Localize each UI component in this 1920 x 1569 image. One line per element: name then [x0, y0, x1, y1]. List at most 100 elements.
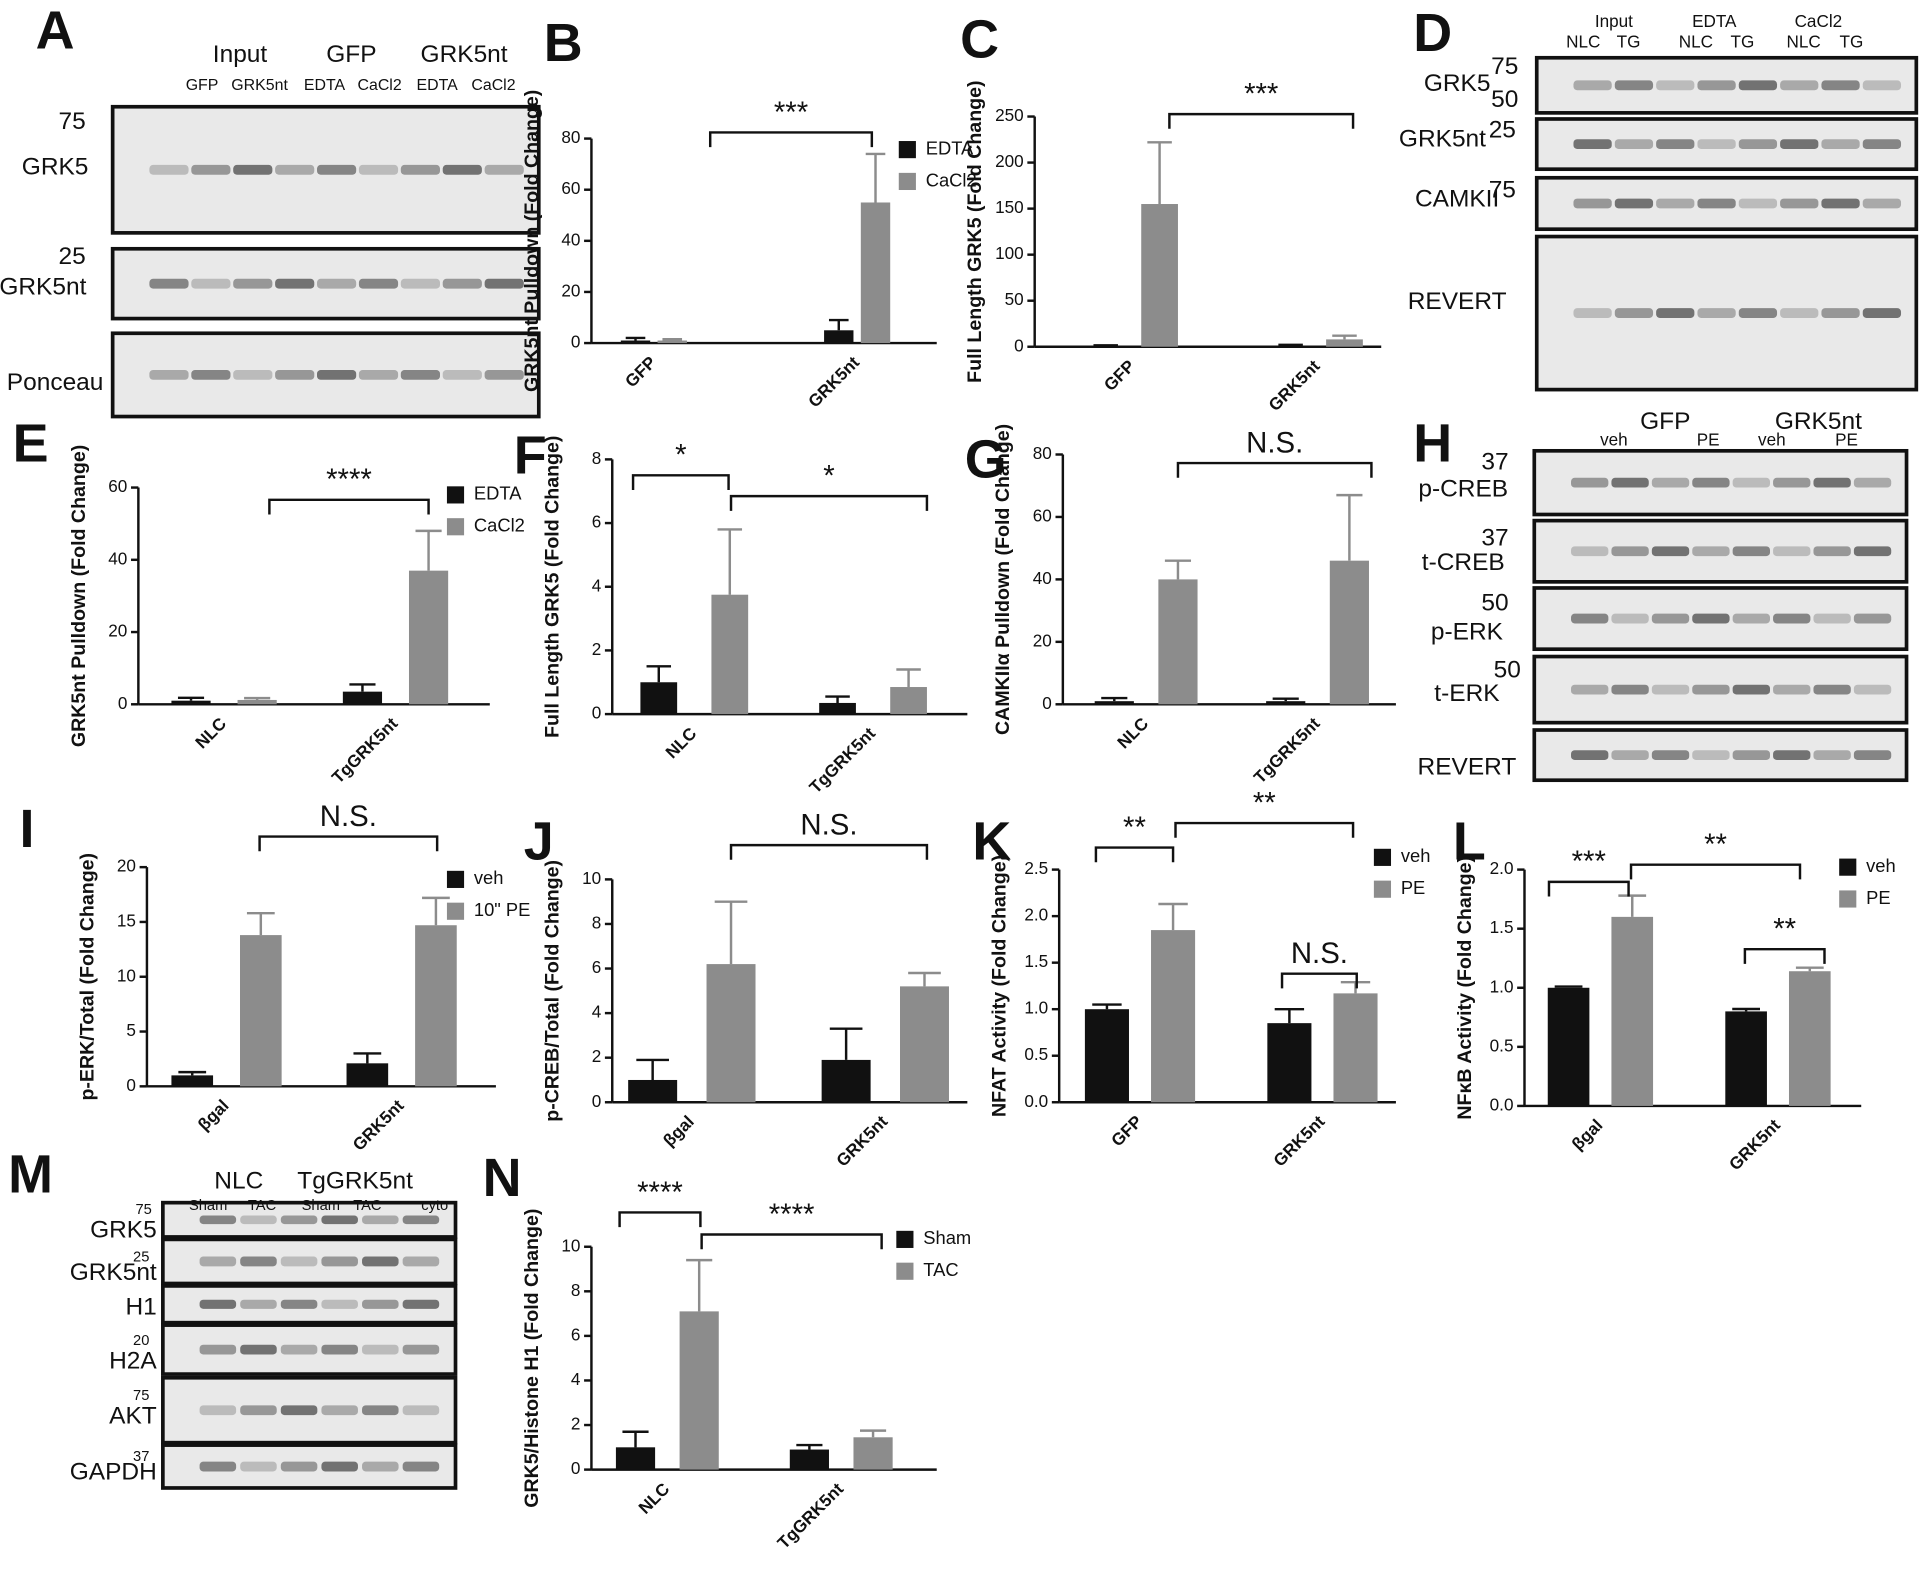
- y-tick-label: 8: [571, 1280, 581, 1300]
- y-tick-label: 1.0: [1024, 998, 1048, 1018]
- blot-band: [442, 278, 482, 289]
- y-tick-label: 1.5: [1490, 917, 1514, 937]
- blot-band: [1651, 546, 1690, 557]
- error-bar: [859, 1429, 887, 1438]
- blot-lane-label: TAC: [248, 1198, 277, 1214]
- significance-bracket: [1094, 846, 1175, 863]
- blot-group-label: CaCl2: [1795, 11, 1843, 31]
- blot-band: [1692, 477, 1730, 488]
- blot-band: [1697, 80, 1736, 91]
- blot-band: [484, 370, 524, 380]
- error-bar: [825, 695, 850, 703]
- blot-row-label: GRK5: [90, 1216, 157, 1243]
- bar: [860, 202, 891, 344]
- bar: [640, 682, 678, 715]
- blot-band: [358, 164, 399, 175]
- y-tick-label: 100: [995, 243, 1024, 263]
- blot-lane-label: Sham: [302, 1198, 340, 1214]
- blot-band: [317, 164, 357, 175]
- error-bar: [829, 1027, 863, 1060]
- blot-band: [362, 1299, 399, 1309]
- legend-label: PE: [1866, 887, 1891, 908]
- blot-band: [1614, 80, 1654, 91]
- bar: [853, 1437, 893, 1470]
- blot-band: [1651, 477, 1690, 488]
- blot-band: [1780, 139, 1819, 149]
- y-tick-label: 2.5: [1024, 858, 1048, 878]
- legend-label: Sham: [923, 1227, 971, 1248]
- y-tick-label: 40: [1033, 568, 1052, 588]
- bar: [789, 1449, 829, 1470]
- legend-label: 10" PE: [474, 899, 531, 920]
- y-tick-label: 0: [1042, 693, 1052, 713]
- bar: [1547, 987, 1590, 1106]
- blot-band: [240, 1344, 277, 1355]
- blot-band: [402, 1405, 440, 1416]
- significance-bracket: [729, 494, 929, 511]
- error-bar: [1272, 697, 1299, 702]
- y-tick-label: 80: [1033, 443, 1052, 463]
- panel-label: E: [13, 413, 49, 473]
- significance-label: ***: [774, 96, 808, 129]
- y-tick-label: 0: [592, 703, 602, 723]
- blot-lane-label: Sham: [189, 1198, 227, 1214]
- error-bar: [1278, 343, 1303, 347]
- blot-band: [275, 370, 315, 380]
- bar: [821, 1059, 871, 1103]
- bar: [615, 1447, 656, 1470]
- blot-band: [275, 164, 315, 175]
- blot-band: [1656, 198, 1695, 209]
- blot-band: [1614, 308, 1654, 318]
- blot-lane-label: NLC: [1679, 32, 1713, 52]
- blot-band: [1853, 613, 1892, 624]
- legend-swatch: [1839, 858, 1857, 876]
- y-tick-label: 0: [571, 1458, 581, 1478]
- legend-swatch: [446, 870, 465, 888]
- blot-band: [1853, 684, 1892, 695]
- blot-band: [400, 370, 440, 380]
- blot-band: [191, 278, 231, 289]
- error-bar: [686, 1258, 713, 1312]
- error-bar: [1732, 1007, 1760, 1012]
- error-bar: [625, 336, 646, 341]
- legend-label: CaCl2: [926, 169, 977, 190]
- blot-strip: [1534, 117, 1919, 172]
- blot-band: [402, 1344, 440, 1355]
- blot-row-label: p-CREB: [1418, 475, 1508, 502]
- significance-bracket: [618, 1211, 702, 1228]
- significance-label: ***: [1572, 845, 1606, 878]
- y-tick-label: 2: [592, 1046, 602, 1066]
- blot-band: [1862, 139, 1902, 149]
- mw-marker: 50: [1481, 589, 1508, 616]
- bar: [679, 1311, 719, 1470]
- blot-band: [1780, 308, 1819, 318]
- significance-bracket: [1547, 880, 1630, 897]
- error-bar: [828, 318, 849, 331]
- blot-band: [362, 1215, 399, 1225]
- significance-label: N.S.: [800, 809, 857, 842]
- bar: [1266, 701, 1306, 705]
- blot-band: [1651, 613, 1690, 624]
- blot-band: [400, 164, 440, 175]
- blot-band: [358, 278, 399, 289]
- mw-marker: 25: [58, 243, 85, 270]
- blot-band: [1611, 684, 1649, 695]
- blot-strip: [161, 1323, 458, 1376]
- y-tick-label: 150: [995, 197, 1024, 217]
- blot-band: [321, 1215, 358, 1225]
- panel-label: I: [19, 799, 34, 859]
- blot-band: [199, 1344, 237, 1355]
- legend-swatch: [1373, 880, 1392, 898]
- blot-lane-label: TG: [1840, 32, 1864, 52]
- blot-band: [280, 1405, 318, 1416]
- bar: [1329, 560, 1369, 705]
- significance-bracket: [1629, 863, 1802, 880]
- error-bar: [1274, 1007, 1305, 1024]
- blot-lane-label: TAC: [353, 1198, 382, 1214]
- blot-band: [1813, 750, 1851, 761]
- significance-label: ****: [326, 463, 372, 496]
- blot-band: [1614, 198, 1654, 209]
- blot-lane-label: cyto: [421, 1198, 448, 1214]
- panel-label: F: [514, 426, 547, 486]
